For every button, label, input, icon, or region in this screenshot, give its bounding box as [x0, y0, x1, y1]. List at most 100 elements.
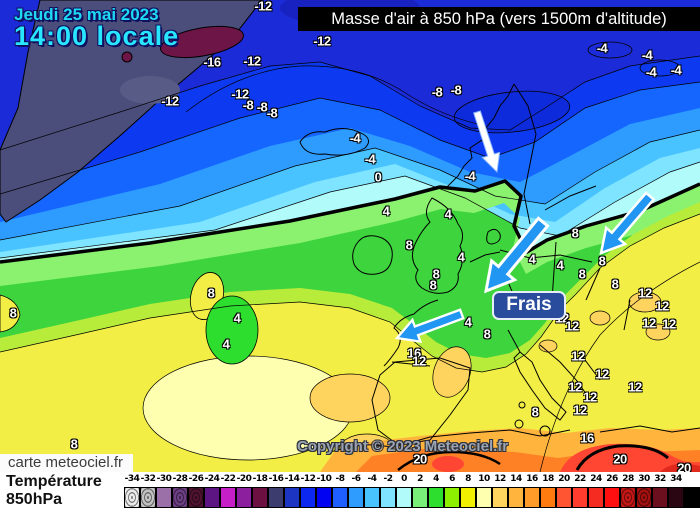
legend-color-cell [636, 487, 652, 508]
temp-label: -12 [313, 33, 331, 49]
legend-color-cell [252, 487, 268, 508]
legend-tick: 10 [478, 474, 490, 484]
temp-label: -4 [645, 64, 657, 80]
legend-tick: -34 [124, 474, 140, 484]
legend-color-cell [284, 487, 300, 508]
temp-label: 20 [413, 451, 427, 467]
legend-color-cell [668, 487, 684, 508]
parameter-level: 850hPa [6, 491, 63, 509]
temp-label: -4 [349, 130, 361, 146]
air-mass-annotation: Frais [492, 291, 566, 320]
legend-tick: -10 [316, 474, 332, 484]
temp-label: 12 [568, 379, 582, 395]
temp-label: 8 [531, 404, 539, 420]
legend-tick: 2 [417, 474, 423, 484]
temp-label: -12 [254, 0, 272, 14]
copyright-text: Copyright © 2023 Meteociel.fr [297, 438, 509, 455]
temp-label: 12 [642, 315, 656, 331]
legend-tick: -22 [220, 474, 236, 484]
legend-tick: -26 [188, 474, 204, 484]
temp-label: -4 [641, 47, 653, 63]
legend-color-cell [396, 487, 412, 508]
map-title: Masse d'air à 850 hPa (vers 1500m d'alti… [298, 7, 700, 31]
temp-label: -8 [242, 97, 254, 113]
temp-label: 4 [464, 314, 472, 330]
legend-tick: 0 [401, 474, 407, 484]
temp-label: 12 [412, 353, 426, 369]
temp-label: 8 [429, 277, 437, 293]
legend-tick: 28 [622, 474, 634, 484]
temp-label: -4 [670, 62, 682, 78]
temp-label: 8 [9, 305, 17, 321]
legend-color-cell [620, 487, 636, 508]
temp-label: 4 [457, 249, 465, 265]
legend-color-cell [604, 487, 620, 508]
legend-tick: -2 [383, 474, 394, 484]
temp-label: 8 [483, 326, 491, 342]
temp-label: 12 [638, 285, 652, 301]
legend-tick: 24 [590, 474, 602, 484]
temp-label: 12 [583, 389, 597, 405]
temp-label: 12 [565, 318, 579, 334]
legend-color-cell [300, 487, 316, 508]
temp-label: 20 [613, 451, 627, 467]
legend-color-cell [428, 487, 444, 508]
temperature-field-graphic [0, 0, 700, 472]
temp-label: 8 [571, 225, 579, 241]
legend-color-cell [140, 487, 156, 508]
legend-strip: Température 850hPa -34 -32 -30 -28 -26 -24 -22… [0, 472, 700, 512]
legend-tick: 32 [654, 474, 666, 484]
temp-label: 0 [374, 169, 382, 185]
local-pockets [0, 41, 681, 365]
legend-tick: 20 [558, 474, 570, 484]
temp-label: -8 [256, 99, 268, 115]
legend-color-cell [540, 487, 556, 508]
legend-tick: 4 [433, 474, 439, 484]
parameter-label: Température 850hPa [6, 473, 102, 510]
cold-flow-arrows [391, 110, 661, 350]
legend-color-cell [332, 487, 348, 508]
legend-color-cell [364, 487, 380, 508]
temp-label: 4 [444, 206, 452, 222]
warm-cores [142, 291, 700, 472]
legend-tick: 6 [449, 474, 455, 484]
legend-tick: -18 [252, 474, 268, 484]
coastlines [299, 83, 700, 453]
temp-label: -8 [431, 84, 443, 100]
legend-color-cell [524, 487, 540, 508]
temp-label: 8 [611, 276, 619, 292]
legend-color-cell [124, 487, 140, 508]
temp-label: 12 [662, 316, 676, 332]
legend-color-cell [556, 487, 572, 508]
legend-color-cell [268, 487, 284, 508]
temp-label: 4 [556, 257, 564, 273]
temp-label: 16 [407, 345, 421, 361]
temp-label: 12 [595, 366, 609, 382]
temp-label: -4 [596, 40, 608, 56]
legend-color-cell [188, 487, 204, 508]
legend-color-cell [588, 487, 604, 508]
europe-air-mass-map: -12 -16 -12 -12 -12 -12 -8 -8 -8 -8 -8 -4 -4 -4 -4 -4 -4… [0, 0, 700, 476]
parameter-name: Température [6, 473, 102, 490]
legend-tick: -14 [284, 474, 300, 484]
legend-color-cell [220, 487, 236, 508]
legend-tick: 16 [526, 474, 538, 484]
temp-label: -4 [464, 168, 476, 184]
legend-color-cell [156, 487, 172, 508]
legend-color-cell [412, 487, 428, 508]
legend-tick: -28 [172, 474, 188, 484]
legend-tick: 30 [638, 474, 650, 484]
legend-color-cell [444, 487, 460, 508]
legend-color-cell [508, 487, 524, 508]
time-text: 14:00 locale [14, 21, 180, 52]
legend-tick: 18 [542, 474, 554, 484]
legend-tick: 34 [670, 474, 682, 484]
legend-tick: -30 [156, 474, 172, 484]
legend-tick: -16 [268, 474, 284, 484]
legend-tick: -4 [367, 474, 378, 484]
temp-label: 8 [207, 285, 215, 301]
legend-tick: 8 [465, 474, 471, 484]
temp-label: -8 [450, 82, 462, 98]
legend-color-cell [236, 487, 252, 508]
